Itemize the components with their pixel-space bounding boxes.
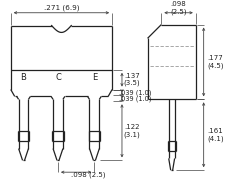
Text: .122
(3.1): .122 (3.1) [123,124,140,138]
Text: .039 (1.0): .039 (1.0) [119,95,151,102]
Text: .177
(4.5): .177 (4.5) [207,55,224,69]
Text: .098 (2.5): .098 (2.5) [71,172,105,178]
Text: .137
(3.5): .137 (3.5) [124,73,140,86]
Text: C: C [55,73,61,82]
Text: .098
(2.5): .098 (2.5) [170,1,187,15]
Text: .039 (1.0): .039 (1.0) [119,89,151,96]
Text: .271 (6.9): .271 (6.9) [44,5,79,11]
Text: B: B [21,73,26,82]
Text: .161
(4.1): .161 (4.1) [207,128,224,141]
Text: E: E [92,73,97,82]
